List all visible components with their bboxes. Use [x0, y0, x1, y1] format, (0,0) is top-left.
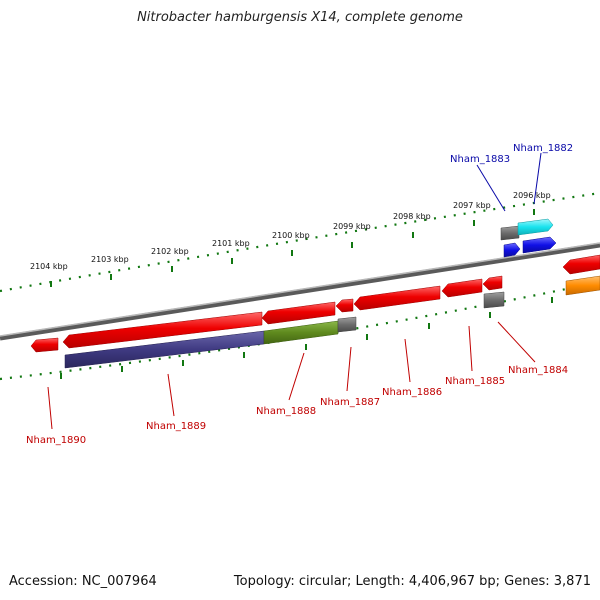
lower-leader-lines: [47, 321, 536, 430]
gene-nham-1884[interactable]: [482, 275, 505, 309]
gene-nham-1887[interactable]: [335, 298, 357, 333]
tick-label: 2103 kbp: [91, 255, 129, 264]
scale-tick-labels: 2104 kbp 2103 kbp 2102 kbp 2101 kbp 2100…: [30, 191, 551, 271]
gene-nham-1886[interactable]: [353, 285, 441, 311]
tick-label: 2099 kbp: [333, 222, 371, 231]
tick-label: 2104 kbp: [30, 262, 68, 271]
lower-gene-labels: Nham_1890 Nham_1889 Nham_1888 Nham_1887 …: [26, 365, 568, 446]
gene-nham-1889[interactable]: [62, 311, 265, 369]
gene-nham-1882[interactable]: [517, 218, 557, 254]
genome-backbone: [0, 242, 600, 341]
gene-label-nham-1890: Nham_1890: [26, 435, 86, 446]
topology-text: Topology: circular; Length: 4,406,967 bp…: [233, 574, 591, 589]
gene-label-nham-1883: Nham_1883: [450, 154, 510, 165]
gene-label-nham-1885: Nham_1885: [445, 376, 505, 387]
upper-scale-dots: [0, 191, 600, 293]
tick-label: 2100 kbp: [272, 231, 310, 240]
gene-label-nham-1882: Nham_1882: [513, 143, 573, 154]
gene-nham-1890[interactable]: [30, 337, 59, 353]
gene-label-nham-1884: Nham_1884: [508, 365, 568, 376]
lower-scale-major-ticks: [60, 297, 553, 379]
upper-leader-lines: [476, 152, 542, 212]
gene-label-nham-1888: Nham_1888: [256, 406, 316, 417]
tick-label: 2098 kbp: [393, 212, 431, 221]
tick-label: 2101 kbp: [212, 239, 250, 248]
tick-label: 2102 kbp: [151, 247, 189, 256]
upper-scale-major-ticks: [50, 209, 535, 287]
upper-gene-labels: Nham_1883 Nham_1882: [450, 143, 573, 165]
tick-label: 2096 kbp: [513, 191, 551, 200]
gene-label-nham-1889: Nham_1889: [146, 421, 206, 432]
gene-right-edge-reverse[interactable]: [562, 254, 600, 296]
gene-label-nham-1887: Nham_1887: [320, 397, 380, 408]
gene-label-nham-1886: Nham_1886: [382, 387, 442, 398]
tick-label: 2097 kbp: [453, 201, 491, 210]
gene-nham-1883[interactable]: [500, 225, 521, 258]
gene-nham-1885[interactable]: [441, 278, 483, 298]
accession-text: Accession: NC_007964: [9, 574, 157, 589]
gene-nham-1888[interactable]: [261, 301, 339, 345]
page-title: Nitrobacter hamburgensis X14, complete g…: [137, 10, 463, 25]
